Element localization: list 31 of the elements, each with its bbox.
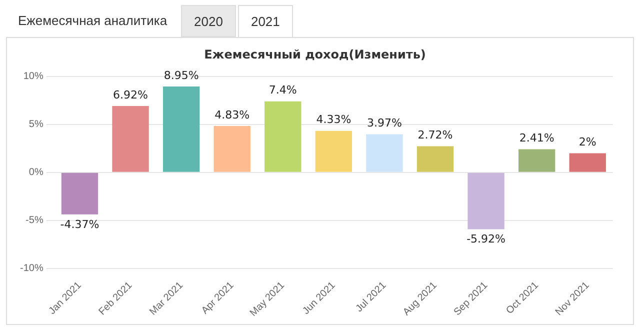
- chart-title: Ежемесячный доход(Изменить): [204, 47, 426, 62]
- bar: [61, 172, 98, 214]
- data-label: 3.97%: [366, 116, 402, 130]
- data-label: 2.41%: [519, 132, 554, 145]
- text: 2020: [181, 5, 236, 37]
- data-label: 4.83%: [214, 108, 250, 122]
- data-label: -4.37%: [60, 218, 100, 231]
- bar: [468, 172, 504, 230]
- bar: [518, 149, 556, 172]
- data-label: 6.92%: [113, 88, 148, 102]
- text: Ежемесячная аналитика: [6, 5, 180, 37]
- bar: [366, 134, 403, 172]
- bar: [315, 130, 352, 172]
- y-tick-label: 5%: [28, 119, 44, 130]
- bar: [264, 101, 302, 172]
- data-label: 2%: [578, 136, 596, 149]
- data-label: -5.92%: [466, 232, 506, 246]
- data-label: 8.95%: [164, 68, 199, 82]
- y-tick-label: 0%: [28, 167, 44, 178]
- bar: [214, 126, 250, 172]
- y-tick-label: -10%: [20, 263, 44, 274]
- bar: [416, 146, 454, 172]
- data-label: 7.4%: [268, 84, 297, 97]
- bar: [569, 153, 606, 172]
- data-label: 2.72%: [418, 128, 453, 142]
- data-label: 4.33%: [316, 113, 352, 126]
- bar: [112, 106, 149, 172]
- text: 2021: [238, 5, 293, 37]
- y-tick-label: 10%: [23, 71, 44, 82]
- y-tick-label: -5%: [26, 215, 44, 226]
- bar: [162, 86, 200, 172]
